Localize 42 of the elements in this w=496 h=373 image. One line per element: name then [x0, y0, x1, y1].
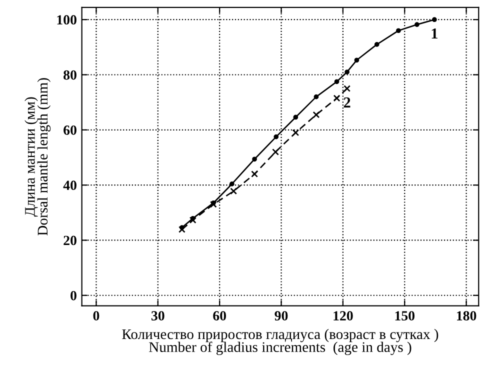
point [293, 114, 298, 120]
x-axis-title: Количество приростов гладиуса (возраст в сутках ) Number of gladius increments (age in days ) [122, 328, 438, 356]
x-tick-label: 30 [151, 311, 164, 320]
point [190, 216, 196, 221]
x-tick-label: 150 [395, 311, 415, 320]
series-label: 1 [432, 28, 438, 39]
point [414, 22, 420, 27]
series-label: 2 [344, 97, 350, 108]
point [396, 28, 401, 34]
point [292, 129, 300, 136]
point [432, 17, 437, 22]
point [344, 85, 351, 92]
point [252, 156, 257, 162]
point [314, 94, 319, 100]
point [374, 42, 380, 47]
point [230, 188, 238, 195]
y-axis-title: Длина мантии (мм) Dorsal mantle length (mm) [24, 78, 51, 236]
point [334, 79, 340, 84]
point [229, 182, 234, 186]
point [344, 70, 350, 74]
point [210, 200, 216, 206]
point [210, 200, 217, 208]
y-tick-label: 40 [63, 180, 76, 190]
y-tick-label: 80 [64, 70, 76, 80]
point [178, 226, 186, 233]
point [312, 111, 320, 118]
point [272, 148, 279, 156]
point [333, 94, 340, 102]
x-tick-label: 0 [93, 311, 100, 320]
point [274, 134, 279, 140]
x-tick-label: 180 [457, 311, 476, 320]
point [189, 216, 196, 224]
point [354, 58, 360, 63]
point [180, 225, 184, 230]
x-tick-label: 90 [274, 311, 288, 320]
y-tick-label: 0 [70, 290, 76, 300]
x-tick-label: 60 [213, 311, 226, 320]
point [251, 170, 258, 178]
x-tick-label: 120 [334, 311, 353, 320]
y-tick-label: 100 [57, 15, 76, 25]
y-tick-label: 20 [64, 236, 76, 246]
y-tick-label: 60 [64, 125, 76, 135]
